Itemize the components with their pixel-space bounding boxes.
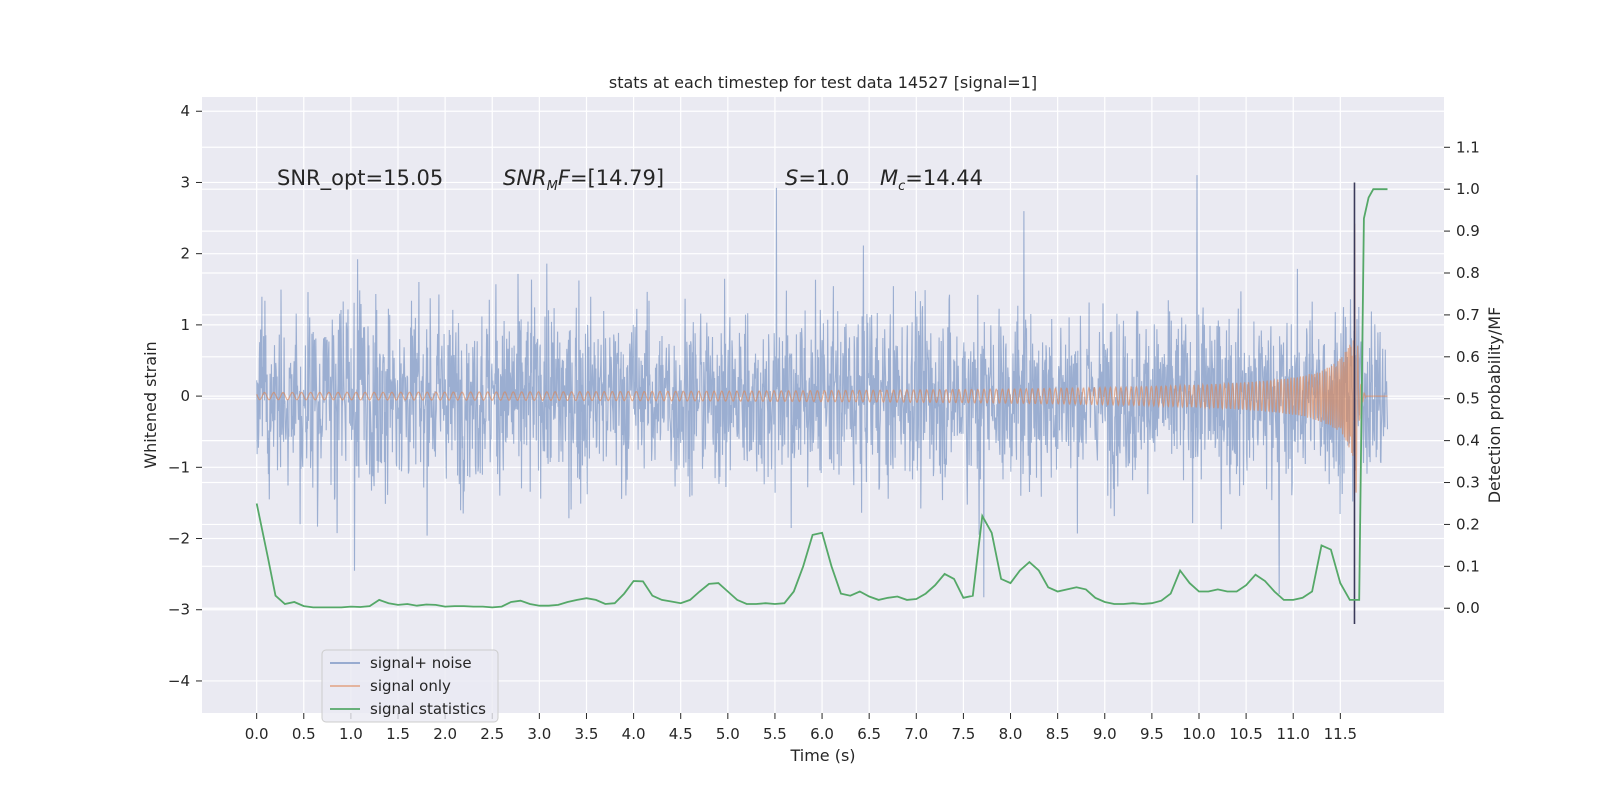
x-tick-label: 9.0 <box>1093 725 1117 743</box>
x-axis-label: Time (s) <box>789 746 855 765</box>
x-tick-label: 1.0 <box>339 725 363 743</box>
x-tick-label: 11.0 <box>1277 725 1310 743</box>
x-tick-label: 11.5 <box>1324 725 1357 743</box>
y-right-tick-label: 0.1 <box>1456 557 1480 575</box>
y-axis-right-label: Detection probability/MF <box>1485 307 1504 504</box>
y-right-tick-label: 0.4 <box>1456 432 1480 450</box>
x-tick-label: 0.5 <box>292 725 316 743</box>
y-left-tick-label: 2 <box>180 245 190 263</box>
x-tick-label: 7.5 <box>951 725 975 743</box>
x-tick-label: 4.5 <box>669 725 693 743</box>
signal-statistics-line <box>255 188 1388 609</box>
signal-only-line <box>256 223 1388 493</box>
x-tick-label: 5.0 <box>716 725 740 743</box>
x-tick-label: 3.0 <box>527 725 551 743</box>
legend-box <box>321 649 499 723</box>
y-left-tick-label: −2 <box>168 530 190 548</box>
y-left-tick-label: −3 <box>168 601 190 619</box>
y-left-tick-label: 0 <box>180 387 190 405</box>
x-tick-label: 8.5 <box>1046 725 1070 743</box>
x-tick-label: 10.5 <box>1229 725 1262 743</box>
annotation-mc: Mc=14.44 <box>880 166 983 194</box>
x-tick-label: 2.5 <box>480 725 504 743</box>
y-right-tick-label: 0.0 <box>1456 599 1480 617</box>
legend-label-signal-statistics: signal statistics <box>370 700 486 718</box>
x-axis-ticks: 0.0 0.5 1.0 1.5 2.0 2.5 3.0 3.5 4.0 4.5 5.0 5.5 6.0 6… <box>245 713 1357 743</box>
y-right-tick-label: 0.7 <box>1456 306 1480 324</box>
series-signal-plus-noise <box>256 175 1389 598</box>
annotation-snr-mf: SNRMF=[14.79] <box>503 166 664 194</box>
legend: signal+ noise signal only signal statist… <box>321 649 499 723</box>
x-tick-label: 8.0 <box>999 725 1023 743</box>
y-right-tick-label: 0.9 <box>1456 222 1480 240</box>
x-tick-label: 2.0 <box>433 725 457 743</box>
x-tick-label: 3.5 <box>575 725 599 743</box>
x-tick-label: 6.5 <box>857 725 881 743</box>
y-right-tick-label: 0.2 <box>1456 515 1480 533</box>
x-tick-label: 9.5 <box>1140 725 1164 743</box>
annotations: SNR_opt=15.05 SNRMF=[14.79] S=1.0 Mc=14.… <box>277 166 983 194</box>
x-tick-label: 6.0 <box>810 725 834 743</box>
x-tick-label: 1.5 <box>386 725 410 743</box>
x-tick-label: 7.0 <box>904 725 928 743</box>
x-tick-label: 10.0 <box>1182 725 1215 743</box>
series-signal-only <box>256 182 1388 624</box>
annotation-snr-opt: SNR_opt=15.05 <box>277 166 443 191</box>
y-right-tick-label: 0.8 <box>1456 264 1480 282</box>
y-right-tick-label: 1.1 <box>1456 138 1480 156</box>
y-right-tick-label: 0.6 <box>1456 348 1480 366</box>
y-left-tick-label: 1 <box>180 316 190 334</box>
y-right-tick-label: 0.3 <box>1456 474 1480 492</box>
legend-label-signal-only: signal only <box>370 677 451 695</box>
y-left-tick-label: 4 <box>180 102 190 120</box>
y-right-tick-label: 1.0 <box>1456 180 1480 198</box>
y-left-tick-label: 3 <box>180 173 190 191</box>
legend-label-signal-noise: signal+ noise <box>370 654 472 672</box>
x-tick-label: 0.0 <box>245 725 269 743</box>
annotation-s: S=1.0 <box>785 166 849 190</box>
y-left-tick-label: −1 <box>168 458 190 476</box>
signal-plus-noise-line <box>256 175 1389 598</box>
x-tick-label: 5.5 <box>763 725 787 743</box>
series-signal-statistics <box>255 188 1388 609</box>
chart-title: stats at each timestep for test data 145… <box>609 73 1037 92</box>
y-axis-right-ticks: 0.0 0.1 0.2 0.3 0.4 0.5 0.6 0.7 0.8 0.9 1.0 1.1 <box>1444 138 1480 617</box>
x-tick-label: 4.0 <box>622 725 646 743</box>
y-axis-left-ticks: −4 −3 −2 −1 0 1 2 3 4 <box>168 102 202 690</box>
y-right-tick-label: 0.5 <box>1456 390 1480 408</box>
y-left-tick-label: −4 <box>168 672 190 690</box>
y-axis-left-label: Whitened strain <box>141 341 160 468</box>
